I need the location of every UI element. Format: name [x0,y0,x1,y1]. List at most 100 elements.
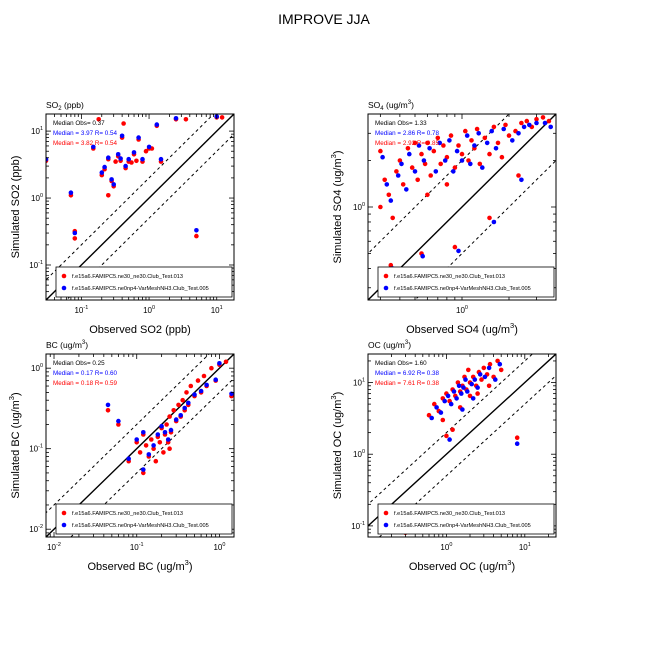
point-sim2 [448,401,454,407]
plot-frame [45,113,235,301]
point-sim2 [105,402,111,408]
point-sim1 [161,450,166,455]
y-axis-label: Simulated SO2 (ppb) [10,156,22,259]
point-sim2 [118,156,123,161]
two-to-one-line [46,354,210,514]
legend-label: f.e15a6.FAMIPC5.ne0np4-VarMeshNH3.Club_T… [72,523,209,529]
point-sim2 [427,146,432,151]
x-axis-label: Observed OC (ug/m3) [409,558,515,573]
point-sim2 [116,418,121,424]
legend-box [55,503,233,535]
point-sim1 [409,165,415,170]
point-sim1 [157,440,163,445]
point-sim2 [131,150,137,155]
point-sim1 [141,470,146,476]
point-sim2 [111,182,116,187]
point-sim1 [400,182,406,187]
point-sim1 [534,116,539,122]
point-sim2 [548,124,553,130]
point-sim2 [534,120,539,126]
point-sim1 [201,373,207,379]
point-sim1 [415,177,421,183]
point-sim2 [510,138,515,143]
one-to-two-line [70,377,234,537]
point-sim1 [487,215,492,221]
point-sim2 [476,131,482,136]
point-sim1 [514,435,520,441]
point-sim1 [546,118,552,124]
point-sim2 [454,396,459,401]
chart-panel-3: 10-2 10-1 100 10-2 10-1 100 BC (ug/m3) Observed… [7,340,235,573]
stat-sim1: Median = 0.18 R= 0.59 [53,380,118,387]
point-sim1 [432,401,437,407]
point-sim1 [143,148,149,154]
point-sim1 [164,422,169,427]
point-sim2 [395,173,401,178]
two-to-one-line [46,114,215,281]
y-axis-label: Simulated BC (ug/m3) [7,392,22,498]
point-sim1 [481,365,487,371]
point-sim2 [480,165,485,170]
point-sim2 [451,389,457,394]
point-sim1 [448,133,454,138]
legend-box [55,266,233,298]
x-tick-label: 100 [440,542,452,552]
point-sim2 [136,135,141,140]
one-to-one-line [368,354,556,527]
point-sim1 [195,378,201,383]
chart-panel-2: 100 100 SO4 (ug/m3) Observed SO4 (ug/m3) Sim… [329,100,557,336]
stat-sim2: Median = 0.17 R= 0.60 [53,370,118,377]
legend-box [377,503,555,535]
point-sim2 [459,391,464,396]
point-sim2 [141,467,146,472]
point-sim2 [456,383,462,389]
y-axis-label: Simulated SO4 (ug/m3) [329,151,344,264]
point-sim2 [461,385,466,390]
point-sim1 [96,117,101,122]
point-sim1 [194,233,199,239]
point-sim1 [113,159,118,164]
point-sim2 [486,365,492,371]
stat-sim2: Median = 3.97 R= 0.54 [53,130,118,137]
point-sim2 [470,396,476,401]
point-sim2 [168,427,174,433]
reference-lines [46,354,234,537]
point-sim2 [91,144,96,150]
point-sim2 [451,169,456,174]
point-sim1 [219,115,225,120]
point-sim2 [433,169,439,174]
point-sim2 [459,158,465,163]
point-sim1 [452,165,458,170]
point-sim1 [167,414,172,419]
stat-median-obs: Median Obs= 1.60 [375,360,427,367]
legend-box [377,266,555,298]
point-sim2 [126,156,131,162]
point-sim1 [463,128,468,134]
point-sim1 [425,140,430,146]
point-sim1 [382,177,388,183]
legend-marker [383,273,389,279]
point-sim1 [519,120,524,126]
point-sim1 [466,158,471,163]
point-sim1 [540,115,546,120]
point-sim2 [434,405,439,410]
point-sim2 [442,158,448,163]
panel-title: BC (ug/m3) [46,340,88,350]
legend-label: f.e15a6.FAMIPC5.ne30_ne30.Club_Test.013 [394,511,505,517]
point-sim2 [477,372,483,377]
stat-median-obs: Median Obs= 0.37 [53,120,105,127]
point-sim1 [469,138,474,143]
point-sim1 [516,173,521,178]
point-sim1 [506,133,512,138]
stats-box: Median Obs= 1.60 Median = 6.92 R= 0.38 Med… [375,360,440,387]
point-sim2 [407,151,412,157]
data-points [379,358,520,536]
point-sim2 [447,437,452,442]
point-sim1 [474,126,480,132]
point-sim1 [183,117,189,122]
point-sim2 [115,152,121,157]
point-sim2 [388,198,394,203]
point-sim2 [173,116,179,121]
